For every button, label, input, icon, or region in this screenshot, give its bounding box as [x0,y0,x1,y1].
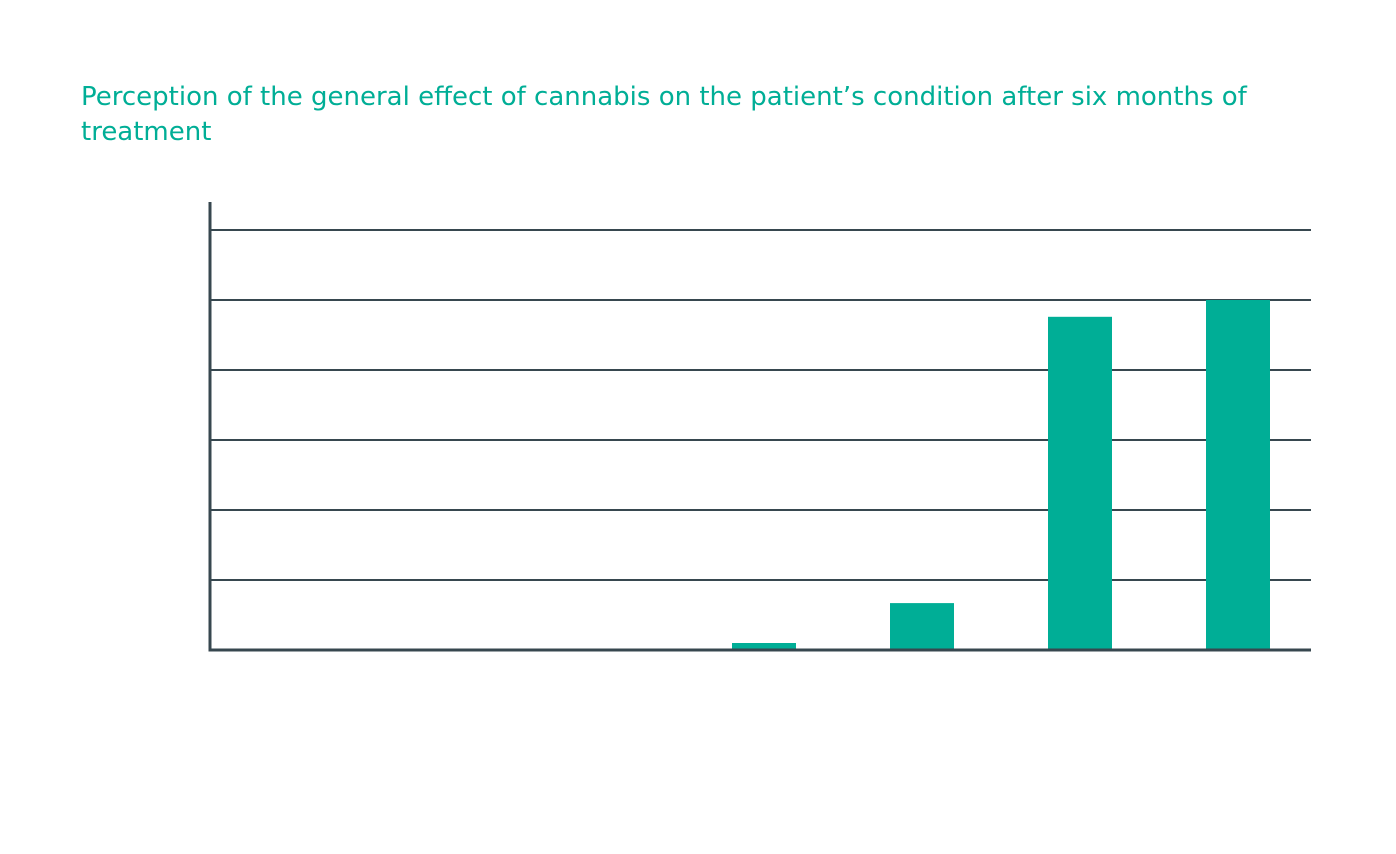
bar-4 [732,643,796,650]
gridlines [210,229,1311,581]
bars [732,300,1270,650]
bar-7 [1206,300,1270,650]
chart-title: Perception of the general effect of cann… [81,82,1247,147]
bar-6 [1048,316,1112,650]
bar-5 [890,603,954,650]
